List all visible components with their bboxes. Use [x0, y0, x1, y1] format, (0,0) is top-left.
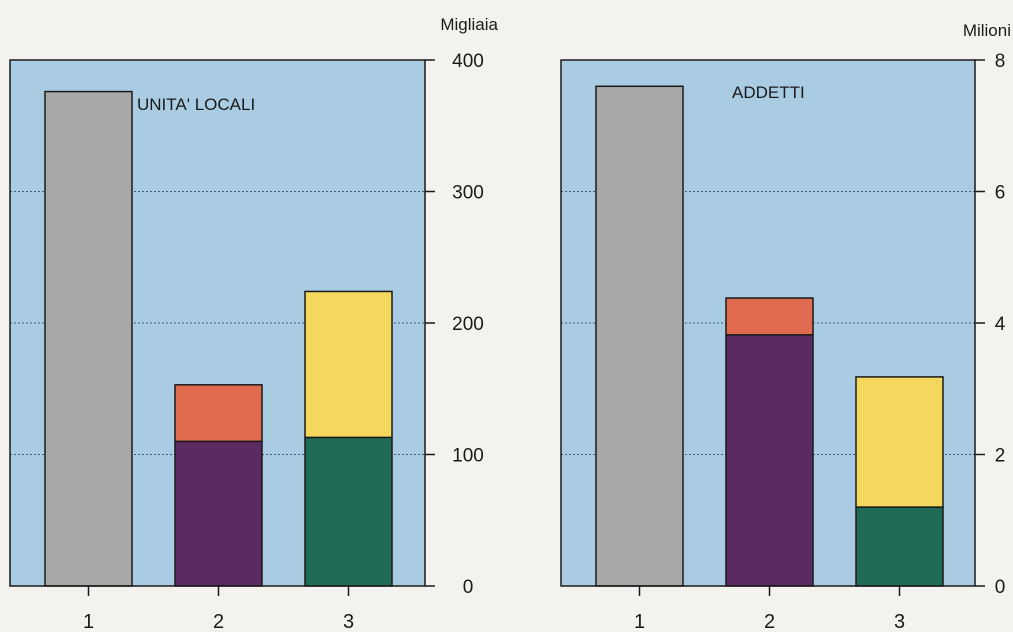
y-tick-label: 2	[995, 446, 1006, 467]
panel-title: UNITA' LOCALI	[137, 95, 255, 114]
y-tick-label: 0	[995, 577, 1006, 598]
bar-3	[304, 290, 393, 587]
bar-1	[595, 85, 684, 587]
bar-segment	[725, 334, 814, 587]
x-axis-categories: 1 2 3	[634, 586, 905, 632]
bar-1	[44, 90, 133, 587]
bar-segment	[304, 290, 393, 439]
panel-addetti: ADDETTI Milioni 0 2 4 6 8 1 2 3	[560, 21, 1011, 632]
bar-3	[855, 376, 944, 587]
y-tick-label: 8	[995, 51, 1006, 72]
bar-segment	[174, 440, 263, 587]
x-tick-label: 3	[894, 611, 905, 632]
x-tick-label: 1	[634, 611, 645, 632]
y-tick-label: 0	[463, 577, 474, 598]
panel-title: ADDETTI	[732, 83, 805, 102]
y-tick-label: 200	[452, 314, 484, 335]
y-axis-unit-label: Milioni	[963, 21, 1011, 40]
y-tick-label: 4	[995, 314, 1006, 335]
y-tick-label: 300	[452, 183, 484, 204]
bar-segment	[174, 384, 263, 443]
x-axis-categories: 1 2 3	[83, 586, 354, 632]
bar-2	[174, 384, 263, 587]
bar-group	[595, 85, 944, 587]
y-axis-unit-label: Migliaia	[440, 15, 498, 34]
y-axis-ticks: 0 100 200 300 400	[425, 51, 484, 598]
bar-segment	[855, 506, 944, 587]
y-tick-label: 6	[995, 183, 1006, 204]
x-tick-label: 3	[343, 611, 354, 632]
bar-segment	[855, 376, 944, 508]
bar-segment	[595, 85, 684, 587]
y-tick-label: 400	[452, 51, 484, 72]
y-tick-label: 100	[452, 446, 484, 467]
panel-unita-locali: UNITA' LOCALI Migliaia 0 100 200 300 400 1 2 3	[9, 15, 499, 632]
bar-segment	[304, 436, 393, 587]
x-tick-label: 2	[213, 611, 224, 632]
x-tick-label: 1	[83, 611, 94, 632]
bar-2	[725, 297, 814, 587]
bar-segment	[44, 90, 133, 587]
x-tick-label: 2	[764, 611, 775, 632]
y-axis-ticks: 0 2 4 6 8	[975, 51, 1006, 598]
bar-segment	[725, 297, 814, 336]
bar-group	[44, 90, 393, 587]
